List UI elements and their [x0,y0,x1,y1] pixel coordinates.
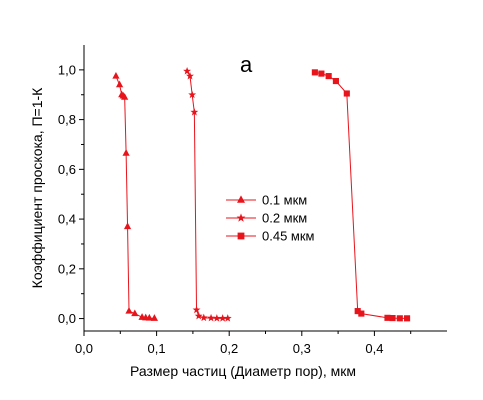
legend-marker [237,195,245,203]
data-point [192,305,201,314]
x-tick-label: 0,4 [365,341,383,356]
data-point [384,314,391,321]
data-point [186,71,194,80]
y-tick-label: 1,0 [58,62,76,77]
legend-item: 0.1 мкм [226,193,307,208]
data-point [145,313,153,321]
legend-item: 0.45 мкм [226,229,315,244]
data-point [199,313,208,322]
data-point [404,315,411,322]
legend: 0.1 мкм 0.2 мкм 0.45 мкм [226,193,315,244]
y-tick-label: 0,0 [58,311,76,326]
data-point [311,69,318,76]
y-tick-label: 0,6 [58,162,76,177]
data-point [396,315,403,322]
legend-marker [237,232,245,240]
data-point [358,310,365,317]
legend-label: 0.45 мкм [262,229,315,244]
legend-label: 0.2 мкм [262,211,307,226]
y-tick-label: 0,4 [58,212,76,227]
data-point [183,66,192,75]
data-point [150,314,159,321]
data-point [212,314,221,322]
data-point [131,309,139,317]
data-point [112,71,120,79]
legend-label: 0.1 мкм [262,193,307,208]
data-point [121,93,129,100]
data-point [190,108,199,116]
series-line [314,71,408,319]
data-point [325,73,332,80]
panel-label: a [240,52,253,77]
data-point [194,311,203,320]
data-point [188,90,197,99]
data-point [123,222,132,230]
x-tick-label: 0,0 [75,341,93,356]
series-line [115,75,155,319]
data-point [223,314,232,322]
data-point [318,70,325,77]
data-point [125,306,133,314]
x-tick-label: 0,1 [148,341,166,356]
y-tick-label: 0,8 [58,112,76,127]
x-tick-label: 0,3 [293,341,311,356]
x-axis-title: Размер частиц (Диаметр пор), мкм [130,363,356,379]
x-tick-label: 0,2 [220,341,238,356]
data-point [122,149,130,156]
data-point [218,314,227,322]
data-point [115,80,124,88]
y-axis-title: Коэффициент проскока, П=1-К [29,87,45,289]
series-star [183,66,232,322]
data-point [207,313,215,322]
data-point [332,78,339,85]
legend-item: 0.2 мкм [226,211,307,226]
axes: 0,0 0,1 0,2 0,3 0,4 0,0 0,2 0,4 0,6 0,8 1,0 [58,45,447,356]
data-point [354,308,361,315]
data-point [343,90,350,97]
series-line [186,70,228,319]
series-square [311,69,411,322]
y-tick-label: 0,2 [58,261,76,276]
data-point [389,315,396,322]
series-layer [112,66,411,322]
legend-marker [236,213,246,222]
series-triangle [112,71,159,321]
